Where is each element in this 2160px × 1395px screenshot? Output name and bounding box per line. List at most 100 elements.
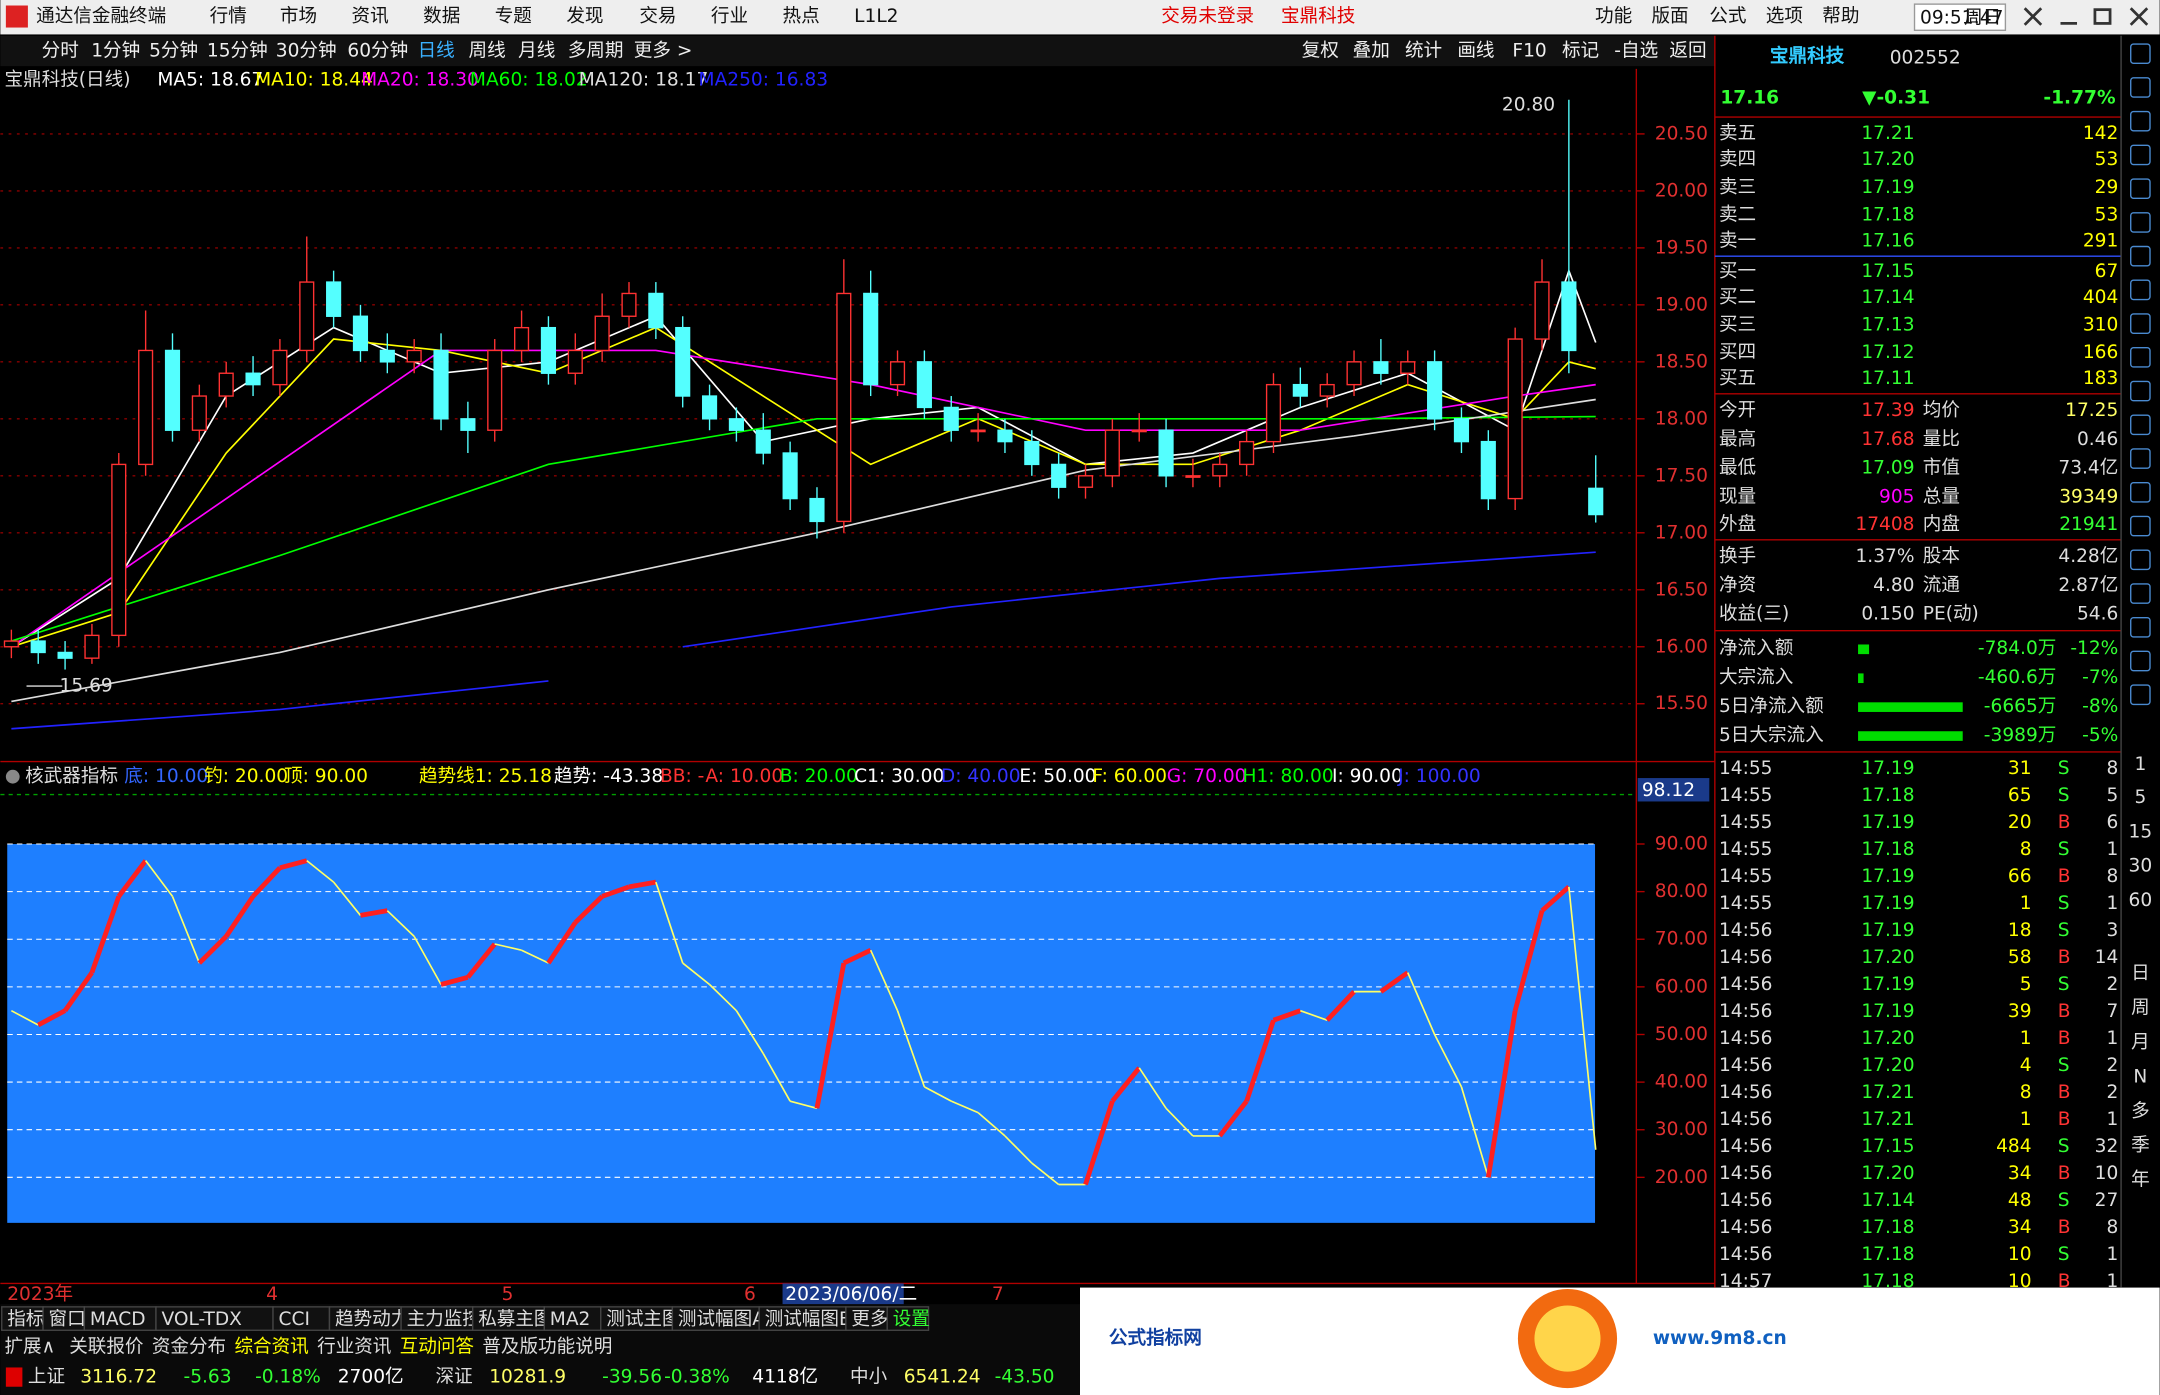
stat-value: 0.150 [1861,604,1914,625]
tab-label[interactable]: 资金分布 [152,1336,226,1357]
book-price: 17.16 [1861,230,1914,251]
sidebar-period[interactable]: 年 [2131,1170,2150,1191]
sidebar-period[interactable]: 15 [2129,821,2153,842]
sidebar-icon [2130,279,2151,301]
book-volume: 67 [2095,261,2119,282]
sidebar-icon [2130,380,2151,402]
flow-label: 大宗流入 [1719,667,1793,688]
tab-label[interactable]: 行业资讯 [317,1336,391,1357]
indicator-segment [466,942,497,979]
trade-count: 1 [2107,893,2119,914]
trade-time: 14:55 [1719,812,1773,833]
candle-body [1588,487,1604,516]
indicator-segment [1165,1107,1194,1137]
indicator-label: C1: 30.00 [854,766,944,787]
trade-price: 17.19 [1861,812,1914,833]
tab-label[interactable]: 普及版功能说明 [482,1336,612,1357]
tab-label[interactable]: 互动问答 [400,1336,475,1357]
trade-time: 14:56 [1719,1028,1773,1049]
flow-bar [1858,731,1963,741]
tab-label[interactable]: 窗口 [49,1309,86,1330]
indicator-segment [977,1111,1006,1137]
trade-volume: 48 [2008,1190,2032,1211]
tab-label[interactable]: CCI [279,1309,310,1330]
book-label: 卖二 [1719,204,1756,225]
trade-time: 14:56 [1719,1001,1773,1022]
sidebar-period[interactable]: 周 [2131,998,2150,1019]
trade-price: 17.14 [1861,1190,1914,1211]
y-tick-label: 50.00 [1655,1024,1708,1045]
sidebar-period[interactable]: 月 [2131,1032,2150,1053]
tab-label[interactable]: 设置 [893,1309,930,1330]
trade-side: B [2058,1028,2071,1049]
indicator-segment [197,934,228,965]
stat-value: 54.6 [2077,604,2118,625]
trade-side: S [2058,1244,2070,1265]
indicator-segment [332,881,362,916]
tab-label[interactable]: MACD [90,1309,146,1330]
sidebar-period[interactable]: 日 [2131,963,2150,984]
sidebar-period[interactable]: 多 [2131,1101,2150,1122]
sidebar-period[interactable]: 30 [2129,856,2153,877]
trade-volume: 39 [2008,1001,2032,1022]
trade-volume: 484 [1996,1136,2031,1157]
tab-label[interactable]: 测试幅图A [678,1309,765,1330]
period-tab: 1分钟 [91,40,140,61]
candle-body [1158,429,1174,477]
y-tick-label: 15.50 [1655,693,1708,714]
trade-time: 14:56 [1719,1244,1773,1265]
indicator-segment [521,949,549,964]
candle-body [997,429,1013,443]
trade-volume: 58 [2008,947,2032,968]
tab-label[interactable]: 测试主图 [606,1309,680,1330]
ma-line [11,326,1596,648]
sidebar-icon [2130,178,2151,199]
watermark-logo-inner [1534,1305,1601,1372]
tab-label[interactable]: 测试幅图B [765,1309,852,1330]
ma-label: MA20: 18.30 [361,69,479,90]
indicator-label: 顶: 90.00 [284,766,368,787]
sidebar-period[interactable]: 5 [2134,787,2146,808]
book-volume: 142 [2083,123,2118,144]
trade-count: 1 [2107,1028,2119,1049]
tab-label[interactable]: 扩展∧ [4,1336,55,1357]
flow-pct: -5% [2082,725,2118,746]
trade-count: 1 [2107,1109,2119,1130]
book-label: 买一 [1719,261,1756,282]
book-price: 17.11 [1861,368,1914,389]
tab-label[interactable]: 更多 [851,1309,888,1330]
tool-button: F10 [1512,40,1546,61]
stat-label: 均价 [1923,400,1961,421]
trade-volume: 20 [2008,812,2032,833]
tab-label[interactable]: 综合资讯 [234,1336,308,1357]
tab-label[interactable]: VOL-TDX [161,1309,242,1330]
trade-count: 1 [2107,1271,2119,1292]
period-tab: 月线 [518,40,555,61]
tab-label[interactable]: 指标 [7,1309,44,1330]
trade-volume: 31 [2008,758,2032,779]
trade-side: B [2058,1217,2071,1238]
tab-label[interactable]: MA2 [550,1309,591,1330]
sidebar-period[interactable]: 季 [2131,1135,2150,1156]
candle-body [30,640,46,654]
trade-price: 17.15 [1861,1136,1914,1157]
stat-value: 39349 [2059,487,2118,508]
tab-label[interactable]: 主力监控 [407,1309,481,1330]
indicator-background [7,843,1596,1223]
indicator-segment [1217,1099,1249,1138]
tool-button: 画线 [1457,40,1494,61]
candle-body [1077,475,1094,488]
tab-label[interactable]: 趋势动力 [335,1309,409,1330]
candle-body [245,372,261,386]
candle-body [648,292,664,329]
sidebar-period[interactable]: 1 [2134,754,2146,775]
indicator-segment [144,860,174,897]
stat-label: 内盘 [1923,514,1960,535]
indicator-segment [494,943,522,952]
sidebar-period[interactable]: 60 [2129,890,2153,911]
date-cursor-box [782,1283,904,1305]
candle-body [379,349,395,363]
tab-label[interactable]: 私募主图 [478,1309,552,1330]
tab-label[interactable]: 关联报价 [69,1336,144,1357]
sidebar-period[interactable]: N [2133,1066,2147,1087]
